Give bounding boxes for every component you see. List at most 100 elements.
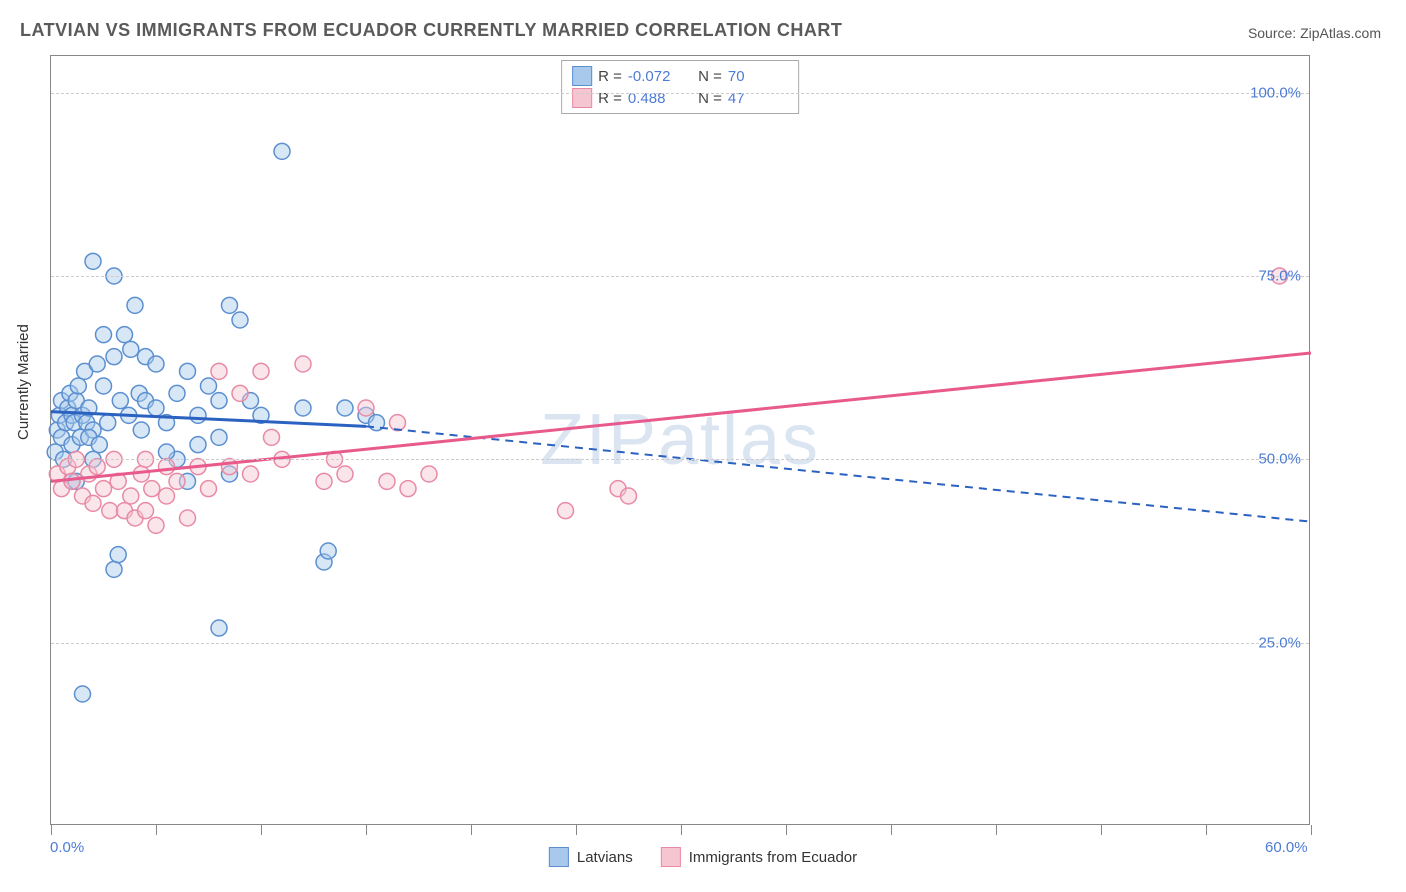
scatter-point bbox=[133, 422, 149, 438]
scatter-point bbox=[390, 415, 406, 431]
scatter-point bbox=[295, 356, 311, 372]
scatter-point bbox=[211, 620, 227, 636]
scatter-point bbox=[106, 561, 122, 577]
scatter-point bbox=[112, 393, 128, 409]
y-tick-label: 50.0% bbox=[1258, 451, 1301, 468]
scatter-point bbox=[222, 297, 238, 313]
scatter-point bbox=[100, 415, 116, 431]
scatter-point bbox=[123, 488, 139, 504]
scatter-point bbox=[232, 312, 248, 328]
scatter-point bbox=[201, 378, 217, 394]
x-tick bbox=[51, 825, 52, 835]
grid-line bbox=[51, 643, 1309, 644]
scatter-svg bbox=[51, 56, 1309, 824]
scatter-point bbox=[148, 517, 164, 533]
trend-line-solid bbox=[51, 353, 1311, 481]
scatter-point bbox=[138, 503, 154, 519]
scatter-point bbox=[180, 510, 196, 526]
scatter-point bbox=[358, 400, 374, 416]
x-tick bbox=[1206, 825, 1207, 835]
x-tick bbox=[1101, 825, 1102, 835]
source-attribution: Source: ZipAtlas.com bbox=[1248, 25, 1381, 41]
scatter-point bbox=[190, 407, 206, 423]
scatter-point bbox=[337, 466, 353, 482]
y-tick-label: 100.0% bbox=[1250, 84, 1301, 101]
scatter-point bbox=[127, 297, 143, 313]
scatter-point bbox=[211, 429, 227, 445]
scatter-point bbox=[148, 400, 164, 416]
scatter-point bbox=[144, 481, 160, 497]
scatter-point bbox=[180, 363, 196, 379]
y-tick-label: 75.0% bbox=[1258, 268, 1301, 285]
scatter-point bbox=[274, 143, 290, 159]
scatter-point bbox=[400, 481, 416, 497]
scatter-point bbox=[253, 363, 269, 379]
scatter-point bbox=[123, 341, 139, 357]
grid-line bbox=[51, 276, 1309, 277]
trend-line-dashed bbox=[366, 426, 1311, 521]
x-tick bbox=[261, 825, 262, 835]
x-axis-min-label: 0.0% bbox=[50, 839, 84, 856]
grid-line bbox=[51, 93, 1309, 94]
scatter-point bbox=[89, 459, 105, 475]
scatter-point bbox=[148, 356, 164, 372]
scatter-point bbox=[106, 349, 122, 365]
scatter-point bbox=[558, 503, 574, 519]
scatter-point bbox=[102, 503, 118, 519]
bottom-legend: Latvians Immigrants from Ecuador bbox=[549, 847, 857, 867]
scatter-point bbox=[201, 481, 217, 497]
scatter-point bbox=[190, 437, 206, 453]
x-tick bbox=[366, 825, 367, 835]
chart-title: LATVIAN VS IMMIGRANTS FROM ECUADOR CURRE… bbox=[20, 20, 842, 41]
x-tick bbox=[576, 825, 577, 835]
scatter-point bbox=[211, 393, 227, 409]
scatter-point bbox=[337, 400, 353, 416]
scatter-point bbox=[75, 686, 91, 702]
scatter-point bbox=[96, 481, 112, 497]
scatter-point bbox=[621, 488, 637, 504]
scatter-point bbox=[89, 356, 105, 372]
scatter-point bbox=[96, 327, 112, 343]
x-tick bbox=[786, 825, 787, 835]
scatter-point bbox=[243, 466, 259, 482]
legend-item-ecuador: Immigrants from Ecuador bbox=[661, 847, 857, 867]
x-tick bbox=[891, 825, 892, 835]
scatter-point bbox=[379, 473, 395, 489]
y-tick-label: 25.0% bbox=[1258, 634, 1301, 651]
scatter-point bbox=[110, 547, 126, 563]
scatter-point bbox=[232, 385, 248, 401]
scatter-point bbox=[264, 429, 280, 445]
grid-line bbox=[51, 459, 1309, 460]
legend-swatch-ecuador bbox=[661, 847, 681, 867]
scatter-point bbox=[295, 400, 311, 416]
x-tick bbox=[996, 825, 997, 835]
legend-label-latvians: Latvians bbox=[577, 849, 633, 866]
scatter-point bbox=[159, 488, 175, 504]
scatter-point bbox=[70, 378, 86, 394]
scatter-point bbox=[159, 459, 175, 475]
scatter-point bbox=[421, 466, 437, 482]
scatter-point bbox=[222, 459, 238, 475]
scatter-point bbox=[85, 253, 101, 269]
x-tick bbox=[156, 825, 157, 835]
scatter-point bbox=[85, 495, 101, 511]
y-axis-label: Currently Married bbox=[15, 324, 32, 440]
x-axis-max-label: 60.0% bbox=[1265, 839, 1308, 856]
chart-plot-area: ZIPatlas R = -0.072 N = 70 R = 0.488 N =… bbox=[50, 55, 1310, 825]
x-tick bbox=[681, 825, 682, 835]
legend-swatch-latvians bbox=[549, 847, 569, 867]
x-tick bbox=[471, 825, 472, 835]
scatter-point bbox=[211, 363, 227, 379]
scatter-point bbox=[159, 444, 175, 460]
scatter-point bbox=[320, 543, 336, 559]
legend-label-ecuador: Immigrants from Ecuador bbox=[689, 849, 857, 866]
legend-item-latvians: Latvians bbox=[549, 847, 633, 867]
scatter-point bbox=[316, 473, 332, 489]
scatter-point bbox=[91, 437, 107, 453]
scatter-point bbox=[169, 385, 185, 401]
scatter-point bbox=[64, 473, 80, 489]
scatter-point bbox=[169, 473, 185, 489]
scatter-point bbox=[117, 327, 133, 343]
scatter-point bbox=[96, 378, 112, 394]
x-tick bbox=[1311, 825, 1312, 835]
